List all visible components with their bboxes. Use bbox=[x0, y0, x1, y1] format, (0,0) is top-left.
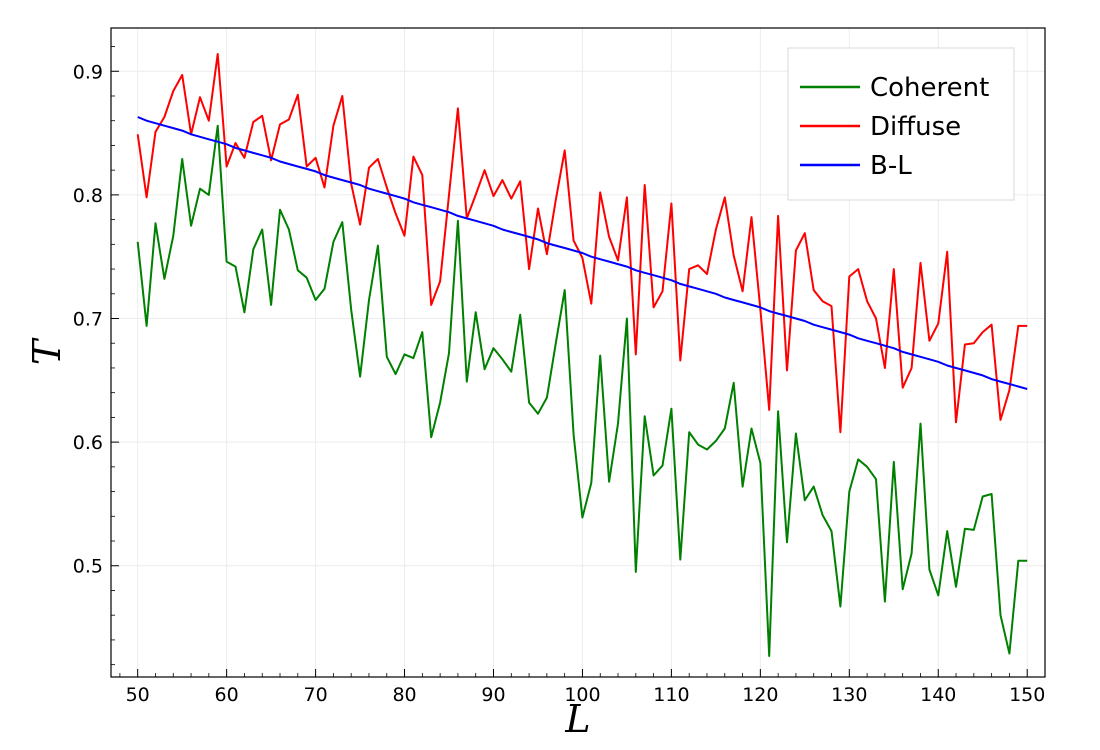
x-axis-title: L bbox=[564, 697, 590, 741]
legend-box bbox=[787, 47, 1015, 201]
x-tick-label: 150 bbox=[1009, 684, 1045, 706]
x-tick-label: 80 bbox=[392, 684, 416, 706]
x-tick-label: 60 bbox=[215, 684, 239, 706]
y-tick-label: 0.5 bbox=[73, 556, 103, 578]
series-line-coherent bbox=[136, 124, 1028, 657]
y-axis-title: T bbox=[25, 337, 69, 365]
legend-label-b-l: B-L bbox=[870, 151, 912, 181]
x-tick-label: 120 bbox=[742, 684, 778, 706]
axis-ticks bbox=[111, 46, 1046, 677]
x-tick-label: 110 bbox=[653, 684, 689, 706]
y-tick-label: 0.7 bbox=[73, 309, 103, 331]
legend-label-coherent: Coherent bbox=[870, 73, 989, 103]
x-tick-label: 140 bbox=[920, 684, 956, 706]
x-tick-label: 130 bbox=[831, 684, 867, 706]
x-tick-label: 100 bbox=[564, 684, 600, 706]
series-line-b-l bbox=[137, 116, 1028, 390]
y-tick-label: 0.8 bbox=[73, 185, 103, 207]
series-layer bbox=[136, 53, 1028, 657]
tick-labels: 50 60 70 80 90 100 110 120 130 140 150 0.5 0.6 0.7 0.8… bbox=[73, 61, 1046, 706]
x-tick-label: 70 bbox=[303, 684, 327, 706]
legend-label-diffuse: Diffuse bbox=[870, 112, 961, 142]
x-tick-label: 50 bbox=[126, 684, 150, 706]
plot-frame bbox=[110, 27, 1046, 678]
y-tick-label: 0.6 bbox=[73, 432, 103, 454]
legend: Coherent Diffuse B-L bbox=[787, 47, 1015, 201]
series-line-diffuse bbox=[136, 53, 1028, 434]
x-tick-label: 90 bbox=[481, 684, 505, 706]
y-tick-label: 0.9 bbox=[73, 61, 103, 83]
